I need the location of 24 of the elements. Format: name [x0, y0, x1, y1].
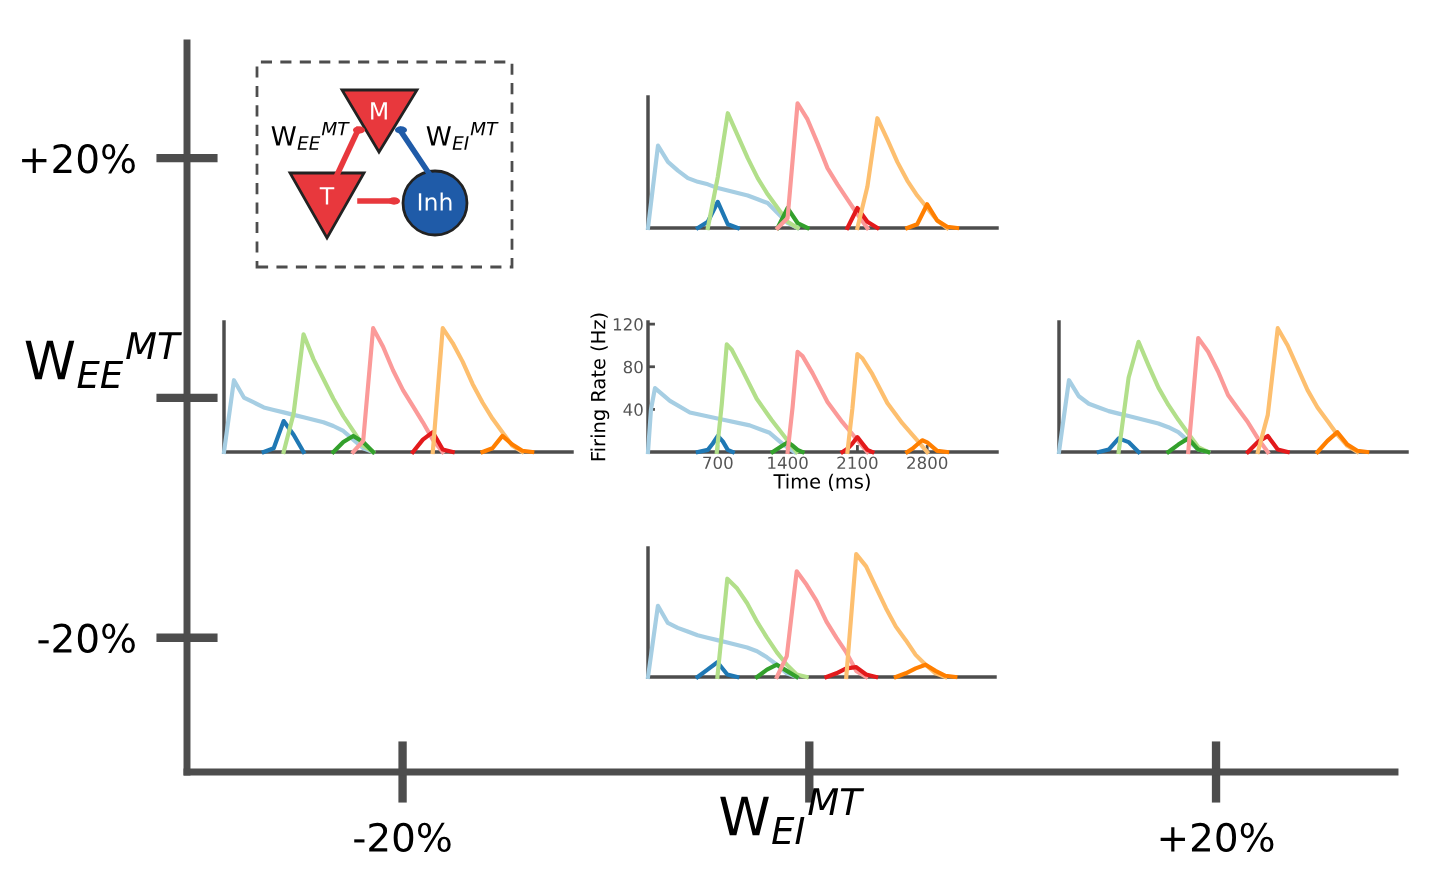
category-label: -20%	[354, 822, 451, 853]
line-series	[905, 438, 950, 455]
line-series	[714, 342, 799, 455]
text: T	[319, 187, 335, 205]
x-tick-label: 2800	[907, 456, 948, 470]
text: M	[371, 102, 387, 120]
y-tick-label: 40	[623, 403, 643, 416]
text: Inh	[418, 192, 452, 211]
y-tick-label: 120	[613, 318, 643, 331]
text: W$_{EI}$$^{MT}$	[426, 121, 499, 150]
text: W$_{EE}$$^{MT}$	[271, 121, 350, 150]
x-tick-label: 2100	[837, 456, 878, 470]
category-label: +20%	[22, 144, 135, 174]
text: W$_{EE}$$^{MT}$	[25, 332, 182, 388]
text: W$_{EI}$$^{MT}$	[720, 788, 865, 844]
y-axis-title: Firing Rate (Hz)	[590, 313, 610, 461]
category-label: -20%	[38, 623, 135, 654]
x-tick-label: 1400	[768, 456, 808, 470]
line-series	[845, 351, 930, 455]
category-label: +20%	[1160, 822, 1274, 853]
line-series	[645, 385, 797, 455]
x-axis-title: Time (ms)	[773, 473, 870, 492]
y-tick-label: 80	[623, 360, 643, 374]
x-tick-label: 700	[703, 456, 733, 470]
